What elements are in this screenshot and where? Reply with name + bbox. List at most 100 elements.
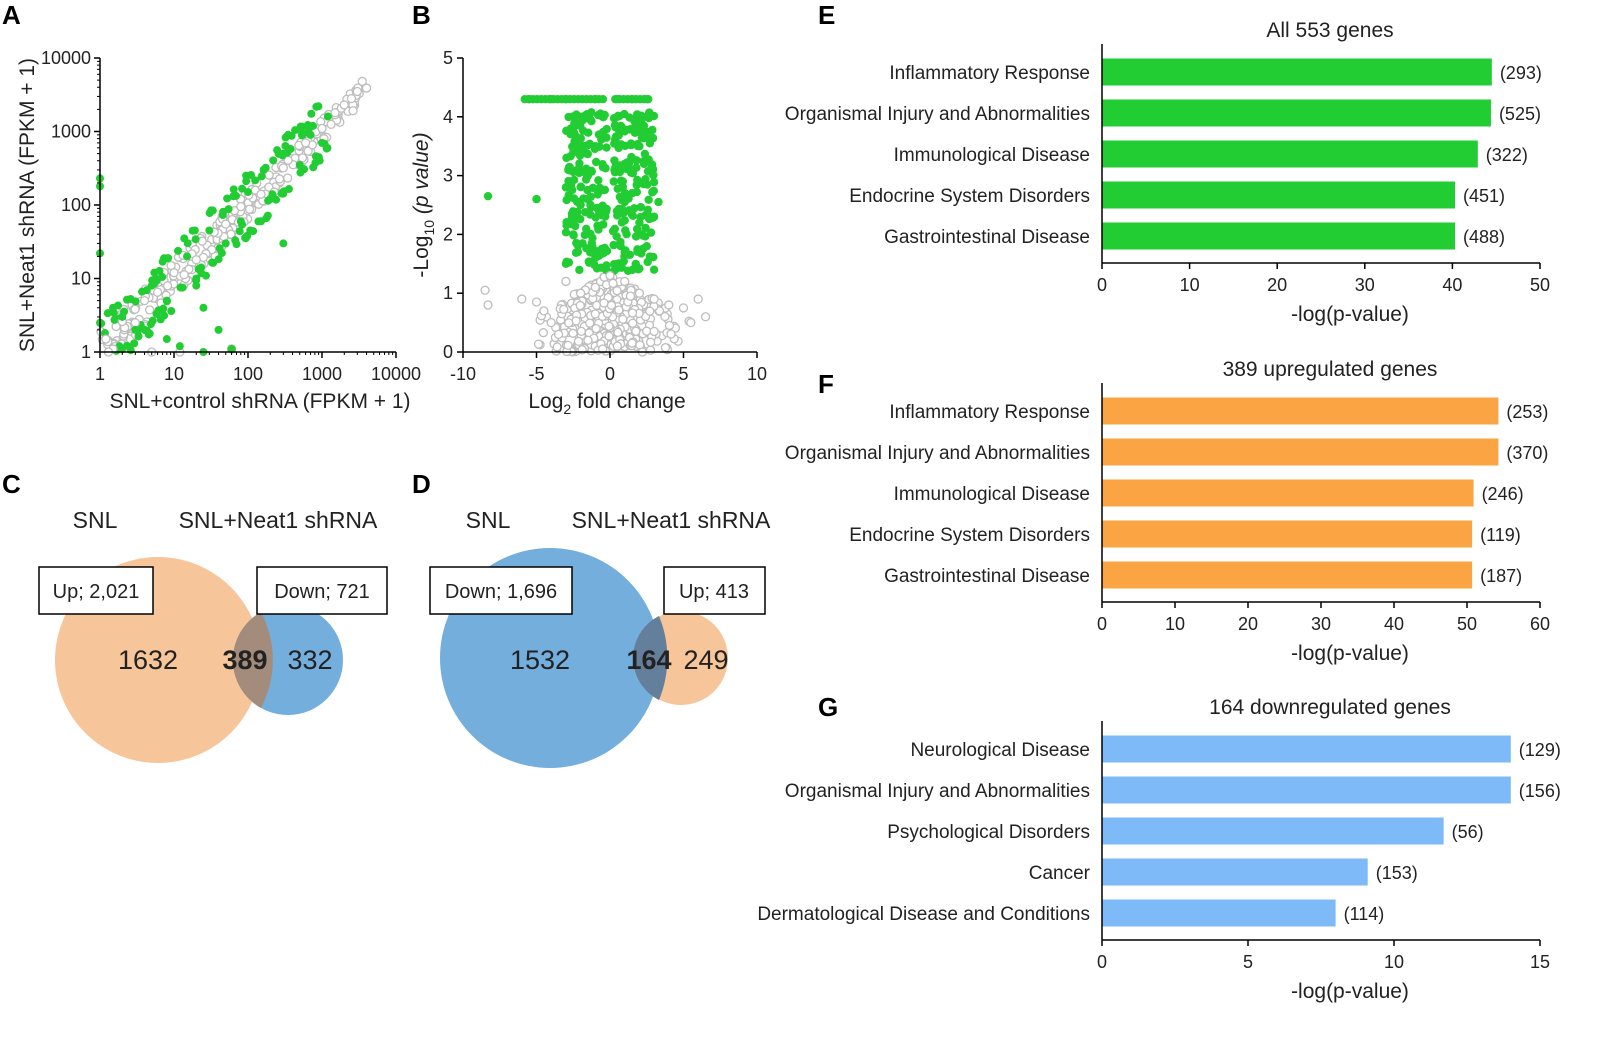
volcano-point-green [646, 228, 656, 237]
volcano-point [598, 112, 607, 122]
bar-f-category-label: Endocrine System Disorders [849, 525, 1090, 546]
scatter-a-point [221, 239, 230, 248]
scatter-a-point-green [322, 144, 331, 153]
volcano-point-green [596, 263, 606, 272]
volcano-point-green [575, 265, 584, 275]
volcano-plot-b: -10 -5 0 5 10 0 1 2 3 4 5 Log2 fold change -Log10 (p… [410, 48, 767, 417]
scatter-a-point-green [131, 297, 140, 306]
volcano-point [590, 282, 600, 292]
scatter-a-point-green [261, 163, 270, 172]
volcano-point-green [642, 131, 652, 140]
volcano-point-green [572, 238, 581, 248]
volcano-point-green [583, 149, 592, 159]
scatter-a-point [109, 303, 118, 312]
panel-label-d: D [412, 469, 431, 499]
bar-f-bar-label: (253) [1506, 402, 1548, 422]
scatter-a-point-green [269, 156, 278, 165]
volcano-point-green [575, 121, 585, 130]
scatter-a-point [318, 138, 326, 147]
volcano-point-gray [604, 331, 614, 341]
bar-e-category-label: Gastrointestinal Disease [884, 227, 1090, 248]
volcano-point-green [620, 216, 629, 225]
scatter-a-point-gray [283, 173, 293, 183]
volcano-point [635, 142, 644, 151]
volcano-point-green [610, 156, 619, 165]
volcano-point-gray [627, 308, 638, 318]
volcano-point [569, 230, 578, 239]
bar-f-category-label: Inflammatory Response [889, 402, 1090, 423]
bar-g-category-label: Psychological Disorders [887, 822, 1090, 843]
volcano-background-cloud [533, 272, 694, 357]
bar-e-category-label: Inflammatory Response [889, 63, 1090, 84]
volcano-point [539, 306, 549, 316]
volcano-point-green [636, 229, 645, 239]
volcano-point-green [561, 228, 571, 237]
venn-d-right-box-text: Up; 413 [679, 581, 749, 603]
scatter-a-point-green [281, 133, 290, 142]
venn-d-left-box-text: Down; 1,696 [445, 581, 557, 603]
scatter-a-point [361, 83, 372, 93]
volcano-point [649, 212, 659, 221]
volcano-point [583, 335, 593, 345]
volcano-point-green [583, 141, 592, 150]
scatter-a-point-green [257, 172, 266, 181]
volcano-point-green [572, 110, 581, 119]
scatter-a-significant-cloud [97, 102, 332, 355]
scatter-a-point [357, 76, 367, 87]
scatter-a-point-gray [179, 270, 189, 280]
volcano-point-green [626, 140, 636, 150]
scatter-a-x-tick-label: 1000 [302, 364, 342, 384]
bar-e-bar [1102, 181, 1456, 209]
venn-d-left-only: 1532 [510, 645, 570, 675]
bar-e-bar [1102, 99, 1491, 127]
scatter-a-point-green [314, 102, 323, 111]
scatter-a-point [352, 86, 362, 97]
volcano-point [613, 94, 622, 104]
scatter-a-point-green [167, 307, 176, 316]
scatter-a-point-gray [144, 305, 155, 315]
volcano-point [561, 276, 571, 287]
bar-g-bar-label: (129) [1519, 740, 1561, 760]
bar-e-x-tick-label: 30 [1355, 275, 1375, 295]
scatter-a-point-green [152, 309, 161, 318]
bar-e-x-tick-label: 10 [1180, 275, 1200, 295]
volcano-point-green [575, 151, 585, 160]
scatter-a-point [192, 281, 201, 290]
volcano-point-gray [666, 329, 676, 339]
volcano-point [620, 247, 629, 257]
volcano-point [483, 191, 493, 201]
scatter-a-point-green [238, 184, 247, 193]
volcano-point-green [568, 207, 578, 216]
volcano-point-gray [628, 318, 638, 328]
volcano-point-green [609, 177, 618, 186]
venn-d-left-name: SNL [466, 507, 511, 533]
bar-f-x-tick-label: 20 [1238, 614, 1258, 634]
volcano-y-label: -Log10 (p value) [410, 132, 437, 277]
volcano-point [553, 329, 564, 340]
venn-c-overlap [232, 612, 273, 708]
venn-c-right-box-text: Down; 721 [274, 581, 370, 603]
bar-g-x-label: -log(p-value) [1291, 980, 1409, 1003]
volcano-x-tick-label: 10 [747, 364, 767, 384]
volcano-point-green [598, 94, 608, 104]
bar-g-category-label: Cancer [1029, 863, 1091, 884]
bar-chart-g: 164 downregulated genes Neurological Dise… [757, 696, 1561, 1003]
volcano-point-green [645, 252, 655, 261]
scatter-a-point-green [176, 283, 185, 292]
volcano-point [693, 294, 703, 304]
volcano-point [664, 300, 674, 310]
volcano-point-gray [563, 340, 573, 351]
volcano-point-green [582, 244, 591, 253]
scatter-a-point-gray [274, 174, 285, 184]
volcano-x-label: Log2 fold change [528, 390, 685, 417]
scatter-a-point-green [242, 171, 251, 180]
volcano-point [598, 344, 608, 354]
scatter-a-point-green [297, 122, 306, 131]
scatter-a-point [279, 239, 288, 248]
bar-f-bar-label: (246) [1482, 484, 1524, 504]
bar-g-category-label: Organismal Injury and Abnormalities [785, 781, 1090, 802]
scatter-a-point-green [143, 326, 152, 335]
volcano-point-green [575, 139, 585, 149]
volcano-point [576, 200, 585, 210]
